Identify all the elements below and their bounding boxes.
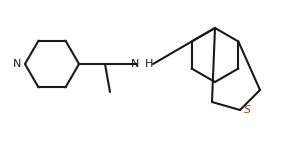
Text: N: N: [13, 59, 21, 69]
Text: S: S: [244, 105, 251, 115]
Text: H: H: [145, 59, 154, 69]
Text: N: N: [131, 59, 139, 69]
